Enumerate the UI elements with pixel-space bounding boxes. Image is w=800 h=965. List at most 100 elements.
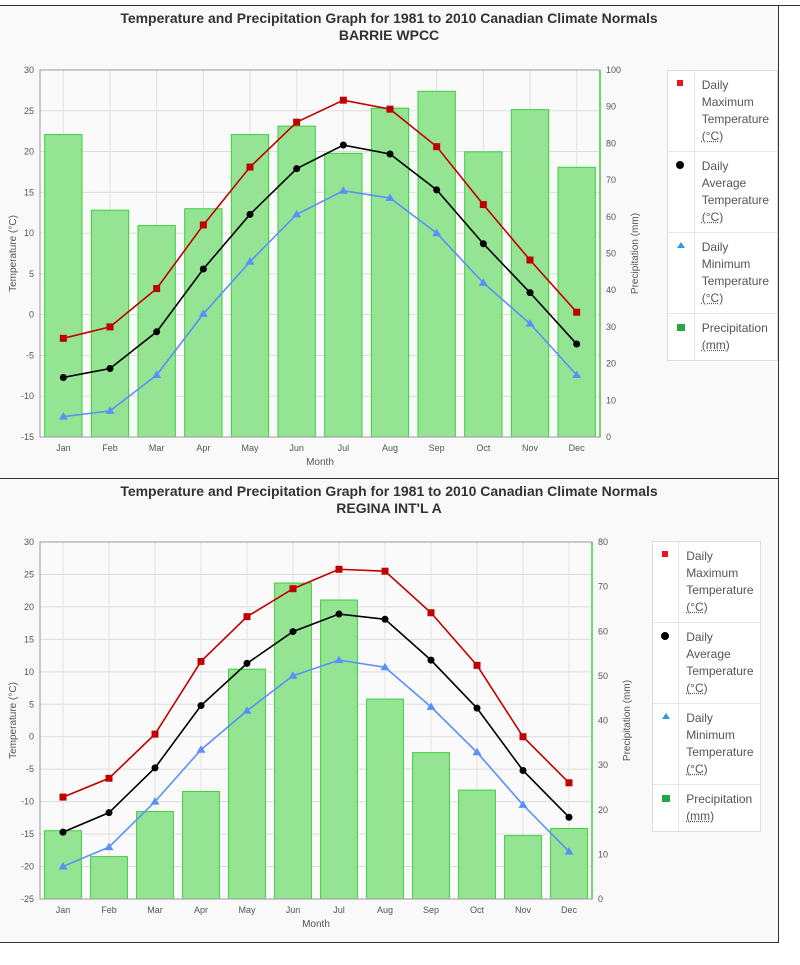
legend-unit: (°C) — [701, 210, 724, 224]
y-tick-label: -10 — [21, 391, 34, 401]
y2-tick-label: 60 — [598, 626, 608, 636]
max-temp-point — [243, 613, 251, 621]
y-tick-label: -20 — [21, 862, 34, 872]
y-tick-label: 20 — [24, 147, 34, 157]
y2-tick-label: 60 — [606, 212, 616, 222]
y-tick-label: -15 — [21, 829, 34, 839]
max-temp-point — [293, 118, 301, 126]
y2-axis-title: Precipitation (mm) — [622, 680, 633, 761]
avg-temp-point — [59, 373, 67, 381]
series-line — [63, 99, 578, 340]
y2-tick-label: 70 — [598, 582, 608, 592]
max-temp-point — [339, 96, 347, 104]
max-temp-point — [573, 308, 581, 316]
chart-subtitle: BARRIE WPCC — [338, 27, 440, 43]
legend-item[interactable]: Daily Maximum Temperature (°C) — [653, 542, 760, 623]
circle-marker-icon — [653, 623, 680, 703]
max-temp-point — [479, 201, 487, 209]
min-temp-point — [572, 370, 582, 379]
legend-item[interactable]: Daily Minimum Temperature (°C) — [668, 233, 777, 314]
avg-temp-point — [59, 828, 67, 836]
legend-unit: (°C) — [686, 762, 708, 776]
x-tick-label: Aug — [377, 905, 393, 915]
min-temp-point — [564, 847, 574, 855]
legend-item[interactable]: Daily Average Temperature (°C) — [653, 623, 760, 704]
x-tick-label: Feb — [101, 905, 117, 915]
y-tick-label: 5 — [29, 699, 34, 709]
legend-item[interactable]: Daily Average Temperature (°C) — [668, 152, 777, 233]
legend-unit: (°C) — [701, 291, 724, 305]
avg-temp-point — [565, 813, 573, 821]
avg-temp-point — [153, 328, 161, 336]
precip-bar — [510, 109, 550, 438]
y2-tick-label: 20 — [606, 359, 616, 369]
min-temp-point — [58, 862, 68, 870]
y-tick-label: -15 — [21, 432, 34, 442]
min-temp-point — [426, 702, 436, 710]
x-tick-label: Jul — [333, 905, 345, 915]
precip-bar — [90, 856, 128, 900]
y2-tick-label: 10 — [606, 395, 616, 405]
precip-bar — [136, 811, 174, 900]
y2-tick-label: 20 — [598, 805, 608, 815]
legend-item[interactable]: Precipitation (mm) — [668, 314, 777, 360]
min-temp-point — [518, 800, 528, 808]
max-temp-point — [289, 585, 297, 593]
y2-axis-title: Precipitation (mm) — [630, 213, 641, 294]
x-tick-label: Jan — [56, 905, 71, 915]
precip-bar — [228, 668, 266, 900]
min-temp-point — [432, 228, 442, 237]
y2-tick-label: 50 — [598, 671, 608, 681]
x-tick-label: Feb — [102, 443, 118, 453]
legend-unit: (°C) — [686, 600, 708, 614]
y-tick-label: 5 — [29, 269, 34, 279]
chart-svg: -25 -20 -15 -10 -5 0 5 10 15 20 25 30 0 10 20 30 40 50 60 7… — [8, 537, 633, 930]
legend-unit: (mm) — [701, 338, 730, 352]
x-tick-label: Jul — [338, 443, 350, 453]
x-tick-label: Jun — [289, 443, 304, 453]
y-axis-title: Temperature (°C) — [8, 682, 19, 759]
avg-temp-point — [339, 141, 347, 149]
legend-item[interactable]: Daily Minimum Temperature (°C) — [653, 704, 760, 785]
avg-temp-point — [573, 340, 581, 348]
min-temp-point — [104, 842, 114, 851]
triangle-marker-icon — [653, 704, 680, 784]
y2-tick-label: 80 — [606, 138, 616, 148]
x-tick-label: Jun — [286, 905, 301, 915]
legend-unit: (mm) — [686, 809, 715, 823]
avg-temp-point — [427, 656, 435, 664]
min-temp-point — [472, 747, 482, 756]
legend-label: Precipitation — [686, 792, 753, 806]
x-tick-label: Sep — [423, 905, 439, 915]
y-tick-label: 0 — [29, 310, 34, 320]
legend-item[interactable]: Daily Maximum Temperature (°C) — [668, 71, 777, 152]
max-temp-point — [197, 657, 205, 665]
series-line — [63, 144, 578, 379]
max-temp-point — [59, 793, 67, 801]
y-axis-title: Temperature (°C) — [8, 215, 19, 292]
y-tick-label: 10 — [24, 667, 34, 677]
avg-temp-point — [479, 240, 487, 248]
precip-bar — [184, 208, 223, 438]
min-temp-point — [288, 671, 298, 679]
y2-tick-label: 0 — [606, 432, 611, 442]
x-tick-label: Apr — [194, 905, 208, 915]
y2-tick-label: 10 — [598, 849, 608, 859]
y-tick-label: 25 — [24, 569, 34, 579]
chart-title-text: Temperature and Precipitation Graph for … — [120, 10, 658, 26]
x-tick-label: Aug — [382, 443, 398, 453]
precip-bar — [230, 134, 270, 438]
legend-item[interactable]: Precipitation (mm) — [653, 785, 760, 831]
avg-temp-point — [197, 702, 205, 710]
precip-bar — [44, 134, 83, 438]
precip-bar — [504, 835, 542, 900]
precip-bar — [320, 599, 358, 900]
max-temp-point — [246, 163, 254, 171]
cropped-text-line — [0, 0, 800, 6]
min-temp-point — [338, 186, 348, 194]
x-tick-label: May — [238, 905, 256, 915]
y2-tick-label: 0 — [598, 894, 603, 904]
max-temp-point — [427, 609, 435, 617]
max-temp-point — [105, 774, 113, 782]
x-tick-label: Sep — [429, 443, 445, 453]
